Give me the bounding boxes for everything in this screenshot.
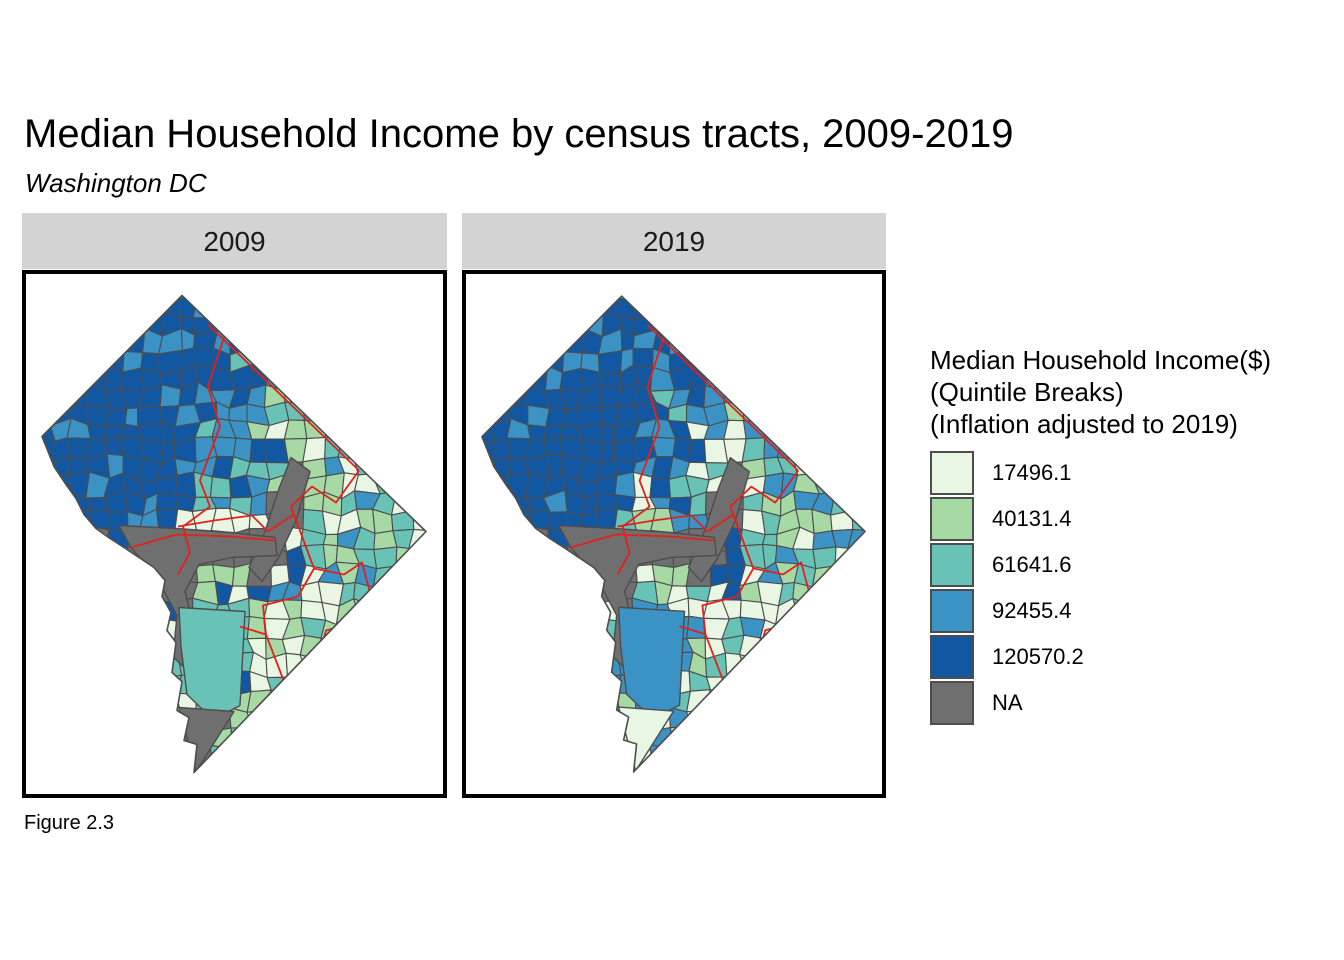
dc-boundary: [481, 295, 866, 773]
facet-strip-2009: 2009: [22, 213, 447, 269]
ward-boundary-line: [679, 514, 755, 636]
facet-strip-2019: 2019: [462, 213, 886, 269]
legend-swatch: [930, 543, 974, 587]
legend-item: 17496.1: [930, 451, 1330, 495]
figure-title: Median Household Income by census tracts…: [24, 112, 1014, 156]
choropleth-map-2009: [41, 294, 427, 774]
legend-title-line: (Inflation adjusted to 2019): [930, 409, 1238, 439]
legend-item: NA: [930, 681, 1330, 725]
ward-boundary-line: [177, 337, 225, 575]
legend-label: 61641.6: [992, 552, 1072, 577]
legend: Median Household Income($) (Quintile Brea…: [930, 344, 1330, 727]
ward-boundary-line: [616, 337, 665, 575]
legend-swatch: [930, 635, 974, 679]
legend-swatch: [930, 589, 974, 633]
choropleth-map-2019: [481, 295, 866, 773]
facet-panel-2009: 2009: [22, 213, 447, 798]
ward-boundary-line: [207, 323, 360, 472]
ward-boundary-line: [570, 533, 715, 549]
legend-item: 120570.2: [930, 635, 1330, 679]
legend-label: NA: [992, 690, 1023, 715]
legend-label: 92455.4: [992, 598, 1072, 623]
map-frame-2009: [22, 270, 447, 798]
ward-boundary-line: [177, 513, 295, 533]
legend-label: 40131.4: [992, 506, 1072, 531]
legend-item: 40131.4: [930, 497, 1330, 541]
figure-subtitle: Washington DC: [25, 168, 207, 198]
ward-boundary-line: [617, 513, 734, 533]
legend-swatch: [930, 681, 974, 725]
legend-swatch: [930, 497, 974, 541]
ward-boundary-line: [646, 324, 799, 472]
legend-label: 120570.2: [992, 644, 1084, 669]
legend-swatch: [930, 451, 974, 495]
legend-item: 61641.6: [930, 543, 1330, 587]
dc-boundary: [41, 294, 427, 774]
legend-title-line: Median Household Income($): [930, 345, 1272, 375]
ward-boundary-line: [290, 469, 360, 521]
figure-caption: Figure 2.3: [24, 812, 115, 834]
map-frame-2019: [462, 270, 886, 798]
facet-panel-2019: 2019: [462, 213, 886, 798]
ward-boundary-line: [130, 533, 276, 549]
legend-items: 17496.1 40131.4 61641.6 92455.4 120570.2 NA: [930, 451, 1330, 725]
legend-title-line: (Quintile Breaks): [930, 377, 1124, 407]
legend-title: Median Household Income($) (Quintile Brea…: [930, 344, 1330, 440]
legend-label: 17496.1: [992, 460, 1072, 485]
legend-item: 92455.4: [930, 589, 1330, 633]
ward-boundary-line: [729, 470, 799, 521]
ward-boundary-line: [239, 514, 315, 636]
